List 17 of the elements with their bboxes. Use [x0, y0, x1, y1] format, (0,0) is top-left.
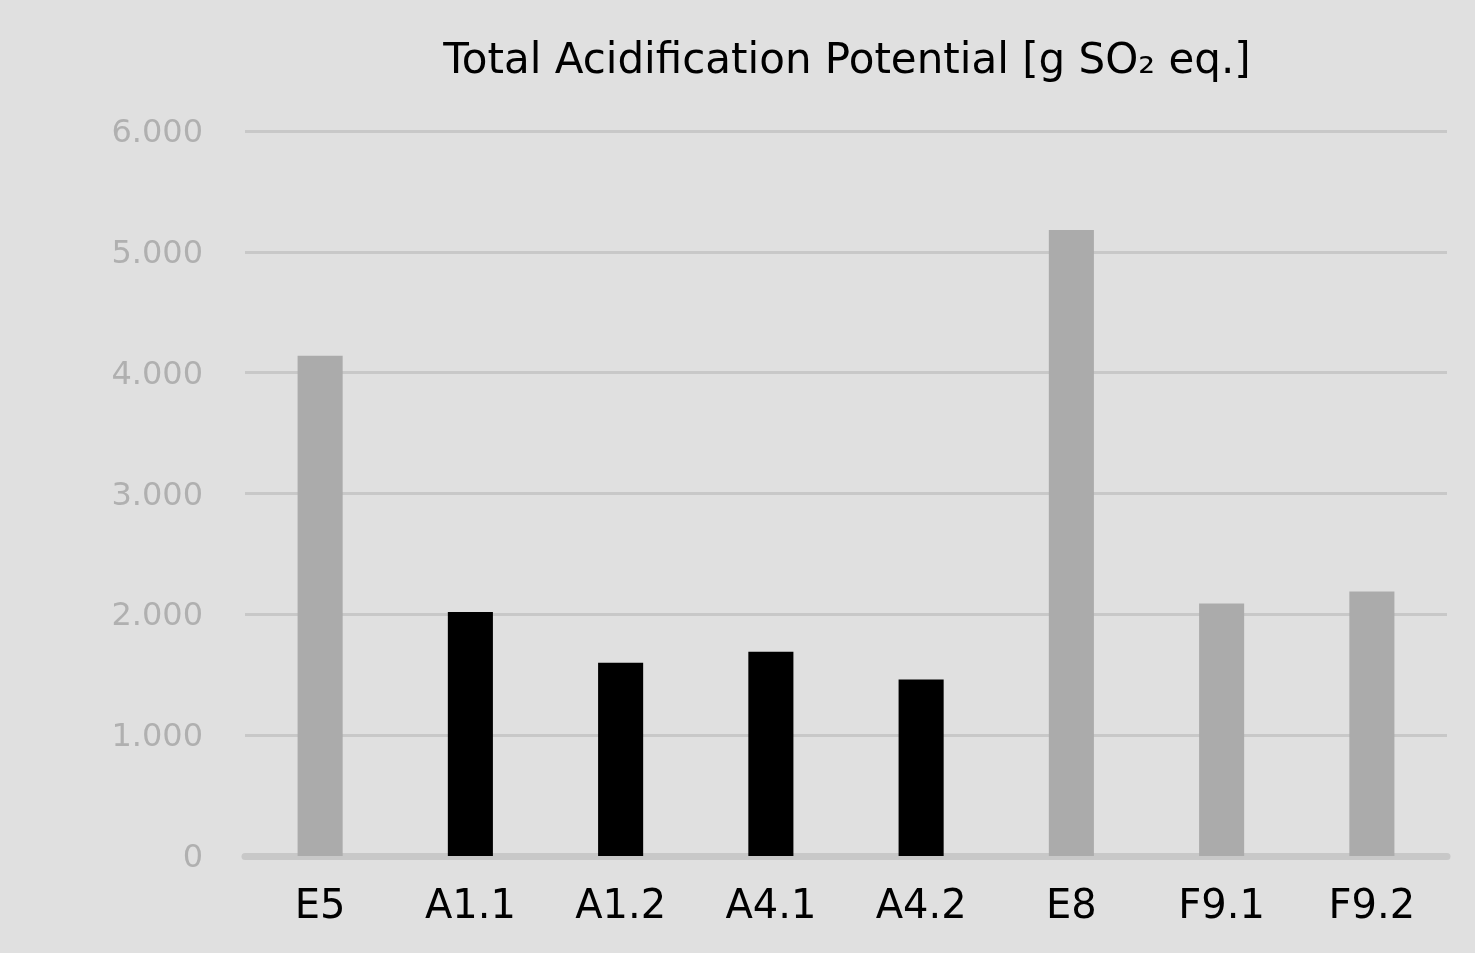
bar	[1349, 591, 1395, 856]
bar	[1048, 230, 1094, 856]
bar	[297, 355, 343, 856]
x-tick-label: A4.1	[725, 881, 817, 927]
chart-title: Total Acidification Potential [g SO₂ eq.]	[442, 33, 1251, 83]
x-tick-label: F9.1	[1178, 881, 1265, 927]
x-tick-label: A1.1	[424, 881, 516, 927]
bar	[1199, 603, 1245, 856]
x-tick-label: A1.2	[575, 881, 667, 927]
x-tick-label: A4.2	[875, 881, 967, 927]
bar	[598, 662, 644, 856]
x-tick-label: E5	[294, 881, 346, 927]
bar	[748, 651, 794, 856]
bar	[898, 679, 944, 856]
bar	[447, 611, 493, 856]
x-tick-label: E8	[1046, 881, 1097, 927]
x-tick-label: F9.2	[1328, 881, 1416, 927]
